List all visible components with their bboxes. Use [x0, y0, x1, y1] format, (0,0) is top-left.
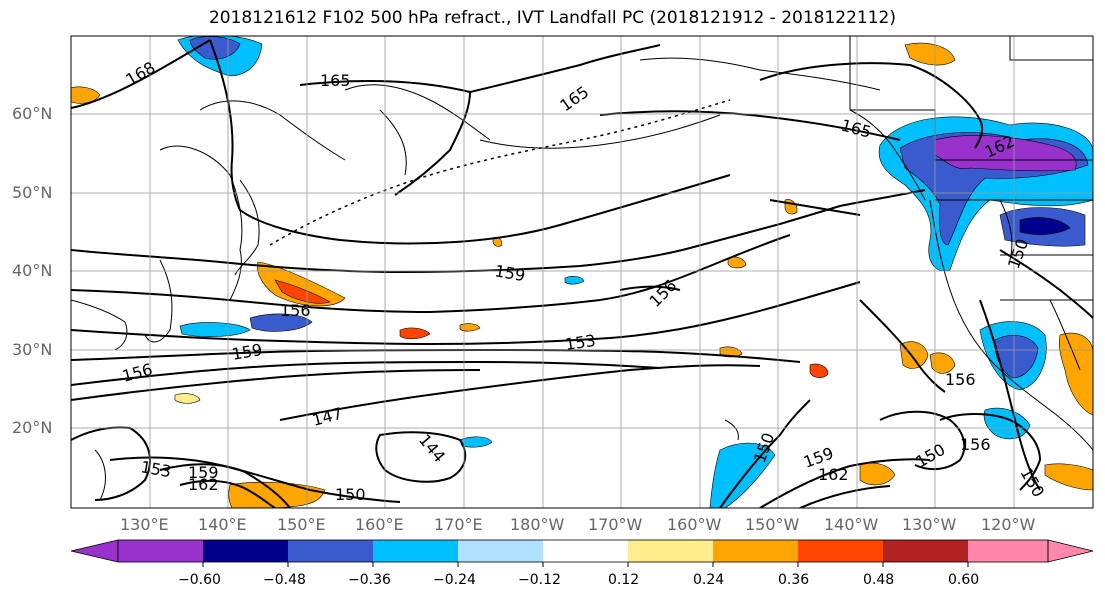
contour-label: 162	[818, 465, 849, 484]
lon-label: 150°E	[277, 515, 326, 534]
contour-label: 147	[310, 404, 344, 430]
contour-label: 153	[564, 331, 597, 354]
anomaly-fill	[174, 393, 201, 404]
anomaly-fill	[994, 335, 1039, 379]
anomaly-fill	[257, 261, 346, 307]
colorbar-swatch	[458, 540, 543, 562]
lon-label: 130°W	[902, 515, 957, 534]
lon-label: 160°E	[355, 515, 404, 534]
contour-label: 150	[335, 485, 366, 504]
lon-label: 170°W	[588, 515, 643, 534]
lon-label: 170°E	[434, 515, 483, 534]
colorbar	[70, 539, 1094, 567]
colorbar-tick-label: −0.24	[433, 572, 476, 588]
anomaly-fill	[459, 436, 493, 448]
colorbar-tick-label: −0.36	[348, 572, 391, 588]
contour-label: 150	[1004, 236, 1032, 271]
anomaly-fill	[934, 135, 1077, 172]
anomaly-fill	[727, 256, 747, 269]
lon-label: 140°E	[198, 515, 247, 534]
colorbar-swatch	[203, 540, 288, 562]
contour-label: 150	[750, 430, 778, 465]
anomaly-fill	[1044, 463, 1093, 491]
anomaly-fill	[859, 462, 896, 486]
dashed-track	[269, 99, 731, 246]
contour-label: 156	[120, 360, 154, 386]
anomaly-fill	[71, 86, 101, 104]
map-title: 2018121612 F102 500 hPa refract., IVT La…	[208, 8, 896, 28]
lat-label: 40°N	[12, 261, 53, 280]
colorbar-tick-label: 0.36	[778, 572, 810, 588]
lat-label: 50°N	[12, 183, 53, 202]
lon-label: 180°W	[510, 515, 565, 534]
anomaly-fill	[1019, 217, 1071, 235]
anomaly-fill	[784, 199, 798, 215]
anomaly-fill	[899, 341, 929, 369]
contour-label: 153	[139, 457, 172, 481]
coastlines	[71, 57, 1093, 501]
contour-label: 156	[960, 435, 991, 454]
ivt-anomaly-fills	[71, 36, 1093, 508]
anomaly-fill	[983, 407, 1031, 440]
contour-label: 159	[493, 261, 526, 285]
colorbar-swatch	[543, 540, 628, 562]
contour-label: 150	[1017, 465, 1049, 501]
contour-label: 156	[645, 276, 680, 311]
colorbar-swatch	[798, 540, 883, 562]
contour-label: 156	[280, 301, 311, 320]
colorbar-swatch	[118, 540, 203, 562]
anomaly-fill	[399, 327, 431, 340]
colorbar-tick-label: −0.48	[263, 572, 306, 588]
anomaly-fill	[929, 352, 956, 374]
anomaly-fill	[179, 322, 251, 337]
lat-label: 60°N	[12, 104, 53, 123]
colorbar-tick-label: 0.60	[948, 572, 980, 588]
lat-label: 20°N	[12, 418, 53, 437]
colorbar-tick-label: −0.60	[178, 572, 221, 588]
colorbar-swatch	[968, 540, 1048, 562]
colorbar-swatch	[373, 540, 458, 562]
contour-label: 165	[556, 82, 592, 115]
lon-label: 160°W	[667, 515, 722, 534]
contour-label: 159	[188, 463, 219, 482]
graticule	[71, 36, 1093, 508]
contour-label: 162	[188, 475, 219, 494]
anomaly-fill	[904, 42, 956, 66]
map-frame	[70, 35, 1094, 509]
anomaly-fill	[564, 276, 585, 285]
anomaly-fill	[459, 323, 481, 332]
anomaly-fill	[274, 279, 331, 304]
contour-label: 156	[945, 370, 976, 389]
contour-label: 165	[839, 116, 873, 142]
colorbar-swatch	[628, 540, 713, 562]
contour-label: 168	[123, 58, 159, 90]
anomaly-fill	[809, 363, 829, 378]
colorbar-low-arrow	[70, 539, 119, 563]
colorbar-swatch	[883, 540, 968, 562]
lon-label: 140°W	[824, 515, 879, 534]
colorbar-swatch	[713, 540, 798, 562]
colorbar-swatch	[288, 540, 373, 562]
anomaly-fill	[249, 313, 313, 332]
contour-label: 159	[230, 340, 263, 364]
lon-label: 150°W	[745, 515, 800, 534]
contour-lines	[71, 39, 1093, 508]
colorbar-high-arrow	[1047, 539, 1094, 563]
colorbar-tick-label: 0.48	[863, 572, 895, 588]
lon-label: 130°E	[120, 515, 169, 534]
lat-label: 30°N	[12, 340, 53, 359]
lon-label: 120°W	[981, 515, 1036, 534]
anomaly-fill	[1058, 332, 1093, 416]
colorbar-tick-label: 0.12	[608, 572, 640, 588]
contour-label: 165	[320, 71, 351, 90]
colorbar-tick-label: −0.12	[518, 572, 561, 588]
colorbar-tick-label: 0.24	[693, 572, 725, 588]
